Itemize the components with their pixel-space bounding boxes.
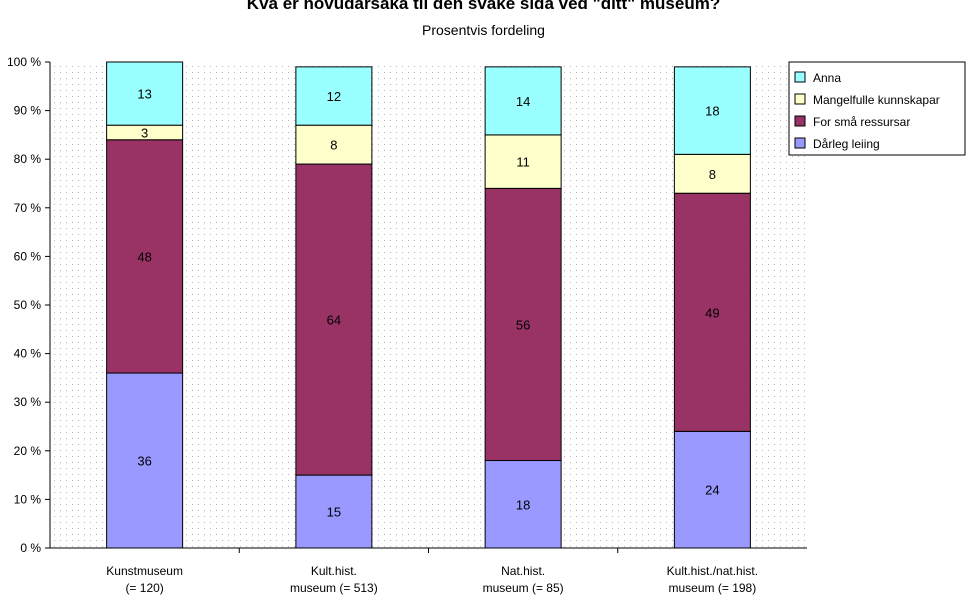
legend-swatch [794,71,806,83]
y-tick-label: 90 % [14,104,42,118]
bar-segment [673,153,751,194]
bar-segment [484,66,562,136]
data-label: 3 [141,125,148,140]
category-label: museum (= 513) [290,581,378,595]
data-label: 15 [327,505,341,520]
data-label: 56 [516,317,530,332]
chart-subtitle: Prosentvis fordeling [422,22,545,38]
legend-swatch [794,93,806,105]
category-label: (= 120) [125,581,163,595]
data-label: 36 [137,454,151,469]
chart-title: Kva er hovudårsaka til den svake sida ve… [246,0,721,13]
legend-box [788,61,966,156]
data-label: 8 [330,138,337,153]
y-tick-label: 50 % [14,298,42,312]
bar-segment [106,139,184,374]
legend-swatch [794,137,806,149]
y-tick-label: 60 % [14,249,42,263]
legend-label: Dårleg leiing [813,137,880,151]
data-label: 13 [137,87,151,102]
bar-segment [295,163,373,476]
legend-label: For små ressursar [813,115,910,129]
y-tick-label: 0 % [20,541,41,555]
bar-segment [673,192,751,432]
data-label: 49 [705,305,719,320]
bar-segment [106,61,184,126]
data-label: 64 [327,313,341,328]
y-tick-label: 100 % [7,55,41,69]
bar-segment [673,66,751,155]
bar-segment [673,430,751,549]
category-label: Kult.hist. [311,564,357,578]
data-label: 24 [705,483,719,498]
data-label: 14 [516,94,530,109]
legend-label: Anna [813,71,841,85]
bar-segment [484,460,562,549]
category-label: museum (= 85) [483,581,564,595]
legend-swatch [794,115,806,127]
category-label: Nat.hist. [501,564,545,578]
data-label: 11 [516,155,530,170]
data-label: 12 [327,89,341,104]
legend-label: Mangelfulle kunnskapar [813,93,940,107]
y-tick-label: 80 % [14,152,42,166]
category-label: museum (= 198) [669,581,757,595]
bar-segment [106,372,184,549]
category-label: Kunstmuseum [106,564,183,578]
bar-segment [295,66,373,126]
y-tick-label: 20 % [14,444,42,458]
data-label: 18 [705,104,719,119]
bar-segment [484,187,562,462]
category-label: Kult.hist./nat.hist. [667,564,758,578]
data-label: 18 [516,497,530,512]
bar-segment [295,124,373,165]
y-tick-label: 10 % [14,492,42,506]
data-label: 8 [709,167,716,182]
bar-segment [484,134,562,189]
data-label: 48 [137,249,151,264]
y-tick-label: 30 % [14,395,42,409]
y-tick-label: 70 % [14,201,42,215]
y-tick-label: 40 % [14,347,42,361]
bar-segment [295,474,373,549]
